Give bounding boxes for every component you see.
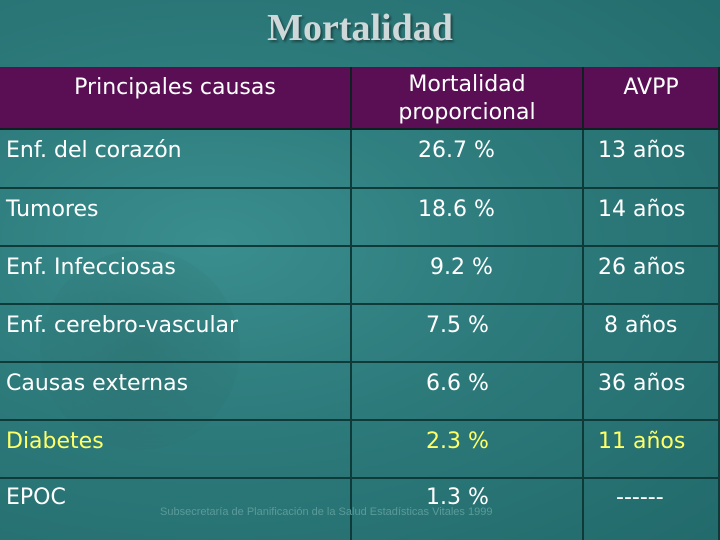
header-mortality-line1: Mortalidad [408, 72, 526, 97]
avpp-value: 8 años [604, 313, 678, 338]
table-row-mortality: 7.5 % [352, 305, 584, 363]
table-row-avpp: 36 años [584, 363, 720, 421]
table-row-mortality: 18.6 % [352, 189, 584, 247]
mortality-value: 7.5 % [426, 313, 489, 338]
cause-label: Enf. cerebro-vascular [6, 313, 239, 338]
table-row-avpp: 14 años [584, 189, 720, 247]
page-title: Mortalidad [267, 7, 453, 49]
table-row-avpp: ------ [584, 479, 720, 540]
avpp-value: 36 años [598, 371, 686, 396]
avpp-value: 11 años [598, 429, 686, 454]
header-mortality: Mortalidad proporcional [352, 67, 584, 130]
mortality-value: 9.2 % [430, 255, 493, 280]
mortality-value: 2.3 % [426, 429, 489, 454]
avpp-value: 13 años [598, 138, 686, 163]
table-row-cause: Causas externas [0, 363, 352, 421]
avpp-value: 14 años [598, 197, 686, 222]
table-row-avpp: 13 años [584, 130, 720, 189]
header-avpp: AVPP [584, 67, 720, 130]
cause-label: EPOC [6, 485, 66, 510]
cause-label: Tumores [6, 197, 99, 222]
background-decoration [40, 250, 240, 450]
mortality-value: 1.3 % [426, 485, 489, 510]
mortality-value: 26.7 % [418, 138, 495, 163]
header-avpp-label: AVPP [623, 75, 679, 100]
mortality-table: Principales causas Mortalidad proporcion… [0, 67, 720, 540]
avpp-value: 26 años [598, 255, 686, 280]
cause-label: Causas externas [6, 371, 189, 396]
table-row-mortality: 26.7 % [352, 130, 584, 189]
table-row-mortality: 2.3 % [352, 421, 584, 479]
table-row-cause: Enf. Infecciosas [0, 247, 352, 305]
table-row-mortality: 9.2 % [352, 247, 584, 305]
avpp-value: ------ [616, 485, 664, 510]
table-row-mortality: 6.6 % [352, 363, 584, 421]
table-row-cause: Enf. cerebro-vascular [0, 305, 352, 363]
table-row-cause: Diabetes [0, 421, 352, 479]
table-row-avpp: 26 años [584, 247, 720, 305]
header-mortality-line2: proporcional [398, 100, 536, 125]
table-row-cause: EPOC [0, 479, 352, 540]
mortality-value: 6.6 % [426, 371, 489, 396]
cause-label: Diabetes [6, 429, 104, 454]
header-causes: Principales causas [0, 67, 352, 130]
source-footer: Subsecretaría de Planificación de la Sal… [160, 506, 493, 518]
table-row-avpp: 8 años [584, 305, 720, 363]
cause-label: Enf. del corazón [6, 138, 182, 163]
header-causes-label: Principales causas [74, 75, 276, 100]
table-row-cause: Enf. del corazón [0, 130, 352, 189]
cause-label: Enf. Infecciosas [6, 255, 176, 280]
mortality-value: 18.6 % [418, 197, 495, 222]
table-row-cause: Tumores [0, 189, 352, 247]
table-row-avpp: 11 años [584, 421, 720, 479]
table-row-mortality: 1.3 % [352, 479, 584, 540]
